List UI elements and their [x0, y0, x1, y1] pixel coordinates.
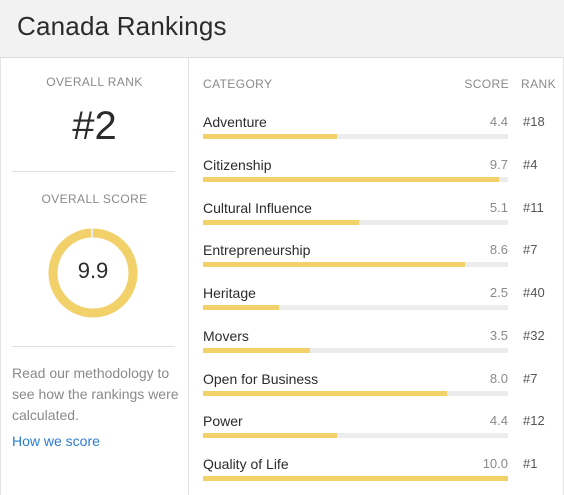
overall-score-donut [48, 228, 138, 318]
category-name: Citizenship [203, 156, 272, 173]
divider [12, 171, 175, 172]
category-table: CATEGORY SCORE RANK Adventure 4.4 #18 Citiz… [190, 58, 564, 495]
category-rank: #12 [523, 413, 545, 429]
overall-rank-value: #2 [72, 104, 117, 148]
category-rank: #32 [523, 327, 545, 343]
category-name: Entrepreneurship [203, 242, 311, 259]
score-bar-track [203, 476, 508, 481]
score-bar-track [203, 390, 508, 396]
score-bar-fill [203, 476, 508, 481]
column-header-score: SCORE [464, 77, 509, 91]
category-row: Movers 3.5 #32 [190, 328, 564, 371]
divider [12, 346, 175, 347]
score-bar-track [203, 433, 508, 439]
overall-score-label: OVERALL SCORE [41, 192, 148, 206]
score-bar-fill [203, 390, 447, 396]
category-rank: #1 [523, 456, 538, 471]
category-row: Quality of Life 10.0 #1 [190, 456, 564, 495]
methodology-text: Read our methodology to see how the rank… [12, 365, 179, 423]
category-row: Entrepreneurship 8.6 #7 [190, 242, 564, 285]
score-bar-track [203, 305, 508, 310]
score-bar-fill [203, 176, 499, 182]
category-score: 10.0 [482, 456, 508, 471]
score-bar-track [203, 262, 508, 268]
category-rank: #40 [523, 285, 545, 300]
column-header-rank: RANK [521, 77, 556, 91]
donut-arc [48, 228, 138, 318]
category-score: 5.1 [489, 199, 508, 215]
category-rank: #7 [523, 370, 538, 386]
category-score: 4.4 [489, 413, 508, 429]
score-bar-fill [203, 433, 338, 439]
category-row: Heritage 2.5 #40 [190, 285, 564, 328]
page-header: Canada Rankings [0, 0, 564, 58]
score-bar-track [203, 219, 508, 225]
score-bar-fill [203, 134, 338, 139]
category-row: Adventure 4.4 #18 [190, 114, 564, 157]
donut-chart [48, 228, 138, 318]
category-rank: #7 [523, 242, 538, 258]
category-rank: #4 [523, 156, 538, 172]
category-name: Quality of Life [203, 456, 289, 472]
score-bar-fill [203, 347, 310, 353]
category-score: 9.7 [489, 156, 508, 172]
score-bar-fill [203, 305, 280, 310]
score-bar-fill [203, 262, 466, 268]
how-we-score-link[interactable]: How we score [12, 433, 100, 449]
category-name: Heritage [203, 285, 256, 301]
category-score: 4.4 [489, 114, 508, 129]
category-row: Power 4.4 #12 [190, 413, 564, 456]
category-name: Power [203, 413, 243, 430]
category-row: Citizenship 9.7 #4 [190, 157, 564, 200]
category-name: Adventure [203, 114, 267, 130]
overall-rank-label: OVERALL RANK [46, 75, 143, 89]
overall-score-value: 9.9 [77, 258, 109, 283]
category-rank: #18 [523, 114, 545, 129]
category-name: Open for Business [203, 370, 319, 387]
category-name: Movers [203, 327, 249, 344]
score-bar-track [203, 347, 508, 353]
summary-column: OVERALL RANK #2 OVERALL SCORE 9.9 Read o… [0, 58, 189, 495]
category-score: 3.5 [489, 327, 508, 343]
category-score: 8.6 [489, 242, 508, 258]
page-title: Canada Rankings [17, 11, 227, 41]
category-row: Open for Business 8.0 #7 [190, 371, 564, 414]
category-score: 2.5 [489, 285, 508, 300]
category-rank: #11 [523, 199, 544, 215]
score-bar-track [203, 176, 508, 182]
column-header-category: CATEGORY [203, 77, 273, 91]
category-row: Cultural Influence 5.1 #11 [190, 200, 564, 243]
category-name: Cultural Influence [203, 199, 312, 216]
score-bar-track [203, 134, 508, 139]
category-score: 8.0 [489, 370, 508, 386]
score-bar-fill [203, 219, 359, 225]
